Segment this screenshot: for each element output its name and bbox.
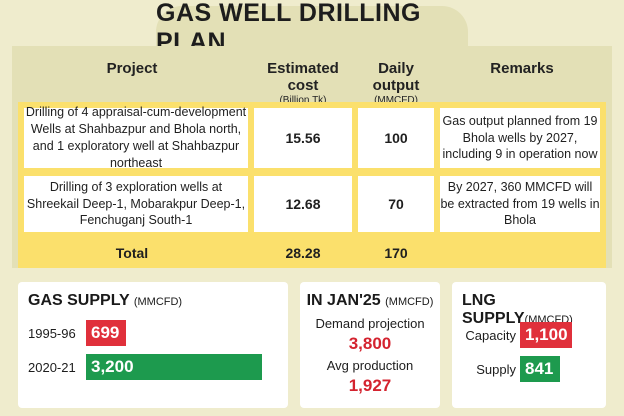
gas-supply-bar-2020: 3,200 [86,354,262,380]
project-cell: Drilling of 4 appraisal-cum-development … [24,105,248,170]
gas-supply-unit: (MMCFD) [133,296,183,308]
lng-supply-label: Supply [476,362,516,377]
header-output: Daily output (MMCFD) [356,60,436,106]
project-cell: Drilling of 3 exploration wells at Shree… [24,176,248,232]
header-remarks: Remarks [442,60,602,102]
header-cost-unit: (Billion Tk) [279,95,327,106]
gas-supply-title: GAS SUPPLY (MMCFD) [28,292,182,310]
output-cell: 100 [358,108,434,168]
gas-supply-year-2: 2020-21 [28,360,76,375]
gas-supply-panel: GAS SUPPLY (MMCFD) 1995-96 699 2020-21 3… [18,282,288,408]
header-remarks-label: Remarks [490,60,554,77]
lng-supply-panel: LNG SUPPLY(MMCFD) Capacity 1,100 Supply … [452,282,606,408]
gas-supply-bar-1995: 699 [86,320,126,346]
lng-capacity-label: Capacity [465,328,516,343]
jan25-unit: (MMCFD) [385,296,434,308]
table-header-row: Project Estimated cost (Billion Tk) Dail… [18,60,606,106]
output-cell: 70 [358,176,434,232]
jan25-title: IN JAN'25 (MMCFD) [300,292,440,310]
gas-supply-value-2020: 3,200 [91,357,134,376]
header-project-label: Project [106,60,158,77]
gas-supply-value-1995: 699 [91,323,120,342]
table-row: Drilling of 3 exploration wells at Shree… [18,172,606,238]
lng-supply-title-text: LNG SUPPLY [462,292,525,327]
demand-projection-value: 3,800 [348,334,392,353]
demand-projection-label: Demand projection [315,316,425,331]
jan25-title-text: IN JAN'25 [306,292,381,309]
avg-production-label: Avg production [326,358,414,373]
header-output-unit: (MMCFD) [374,95,418,106]
avg-production-value: 1,927 [348,376,392,395]
header-output-label: Daily output [372,60,420,94]
lng-supply-bar: 841 [520,356,560,382]
total-output: 170 [384,245,408,261]
remarks-cell: Gas output planned from 19 Bhola wells b… [440,108,600,168]
lng-capacity-value: 1,100 [525,325,568,344]
page-title: GAS WELL DRILLING PLAN [156,0,468,56]
lng-capacity-bar: 1,100 [520,322,572,348]
gas-supply-year-1: 1995-96 [28,326,76,341]
table-total-row: Total 28.28 170 [18,238,606,268]
header-cost-label: Estimated cost [267,60,339,94]
header-cost: Estimated cost (Billion Tk) [252,60,354,106]
lng-supply-value: 841 [525,359,554,378]
table-row: Drilling of 4 appraisal-cum-development … [18,102,606,174]
gas-supply-title-text: GAS SUPPLY [28,292,130,309]
total-cost: 28.28 [285,245,321,261]
header-project: Project [18,60,246,102]
cost-cell: 12.68 [254,176,352,232]
remarks-cell: By 2027, 360 MMCFD will be extracted fro… [440,176,600,232]
cost-cell: 15.56 [254,108,352,168]
total-label: Total [115,245,149,261]
jan25-panel: IN JAN'25 (MMCFD) Demand projection 3,80… [300,282,440,408]
